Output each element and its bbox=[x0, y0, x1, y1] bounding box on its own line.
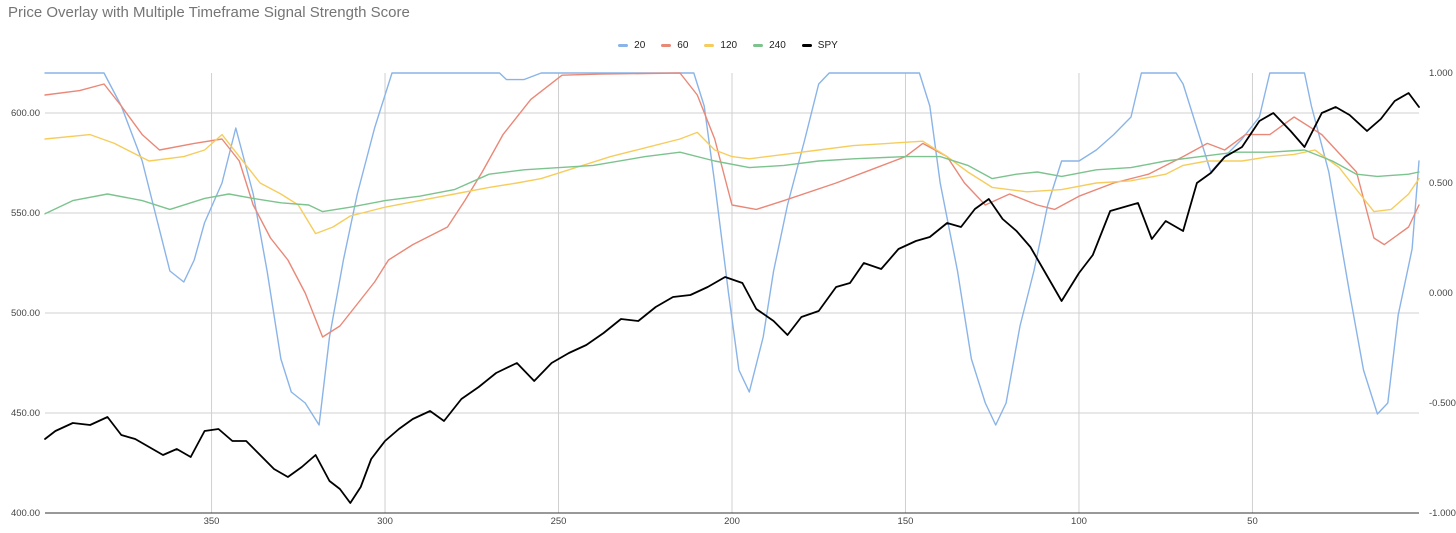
axes: 400.00 450.00 500.00 550.00 600.00 -1.000 -0.5… bbox=[11, 68, 1456, 527]
legend-swatch bbox=[661, 43, 672, 47]
y-left-tick-label: 550.00 bbox=[11, 208, 40, 219]
x-tick-label: 150 bbox=[898, 516, 914, 527]
legend-swatch bbox=[753, 43, 764, 47]
legend-item-spy[interactable]: SPY bbox=[801, 39, 838, 51]
y-left-tick-label: 450.00 bbox=[11, 408, 40, 419]
y-left-tick-label: 500.00 bbox=[11, 308, 40, 319]
legend-swatch bbox=[618, 43, 629, 47]
y-right-tick-label: 0.000 bbox=[1429, 288, 1453, 299]
x-tick-label: 200 bbox=[724, 516, 740, 527]
legend-label: 120 bbox=[720, 39, 738, 51]
series-line-20 bbox=[44, 72, 1420, 426]
y-left-tick-label: 400.00 bbox=[11, 508, 40, 519]
y-right-tick-label: 1.000 bbox=[1429, 68, 1453, 79]
legend-item-240[interactable]: 240 bbox=[753, 40, 786, 51]
x-tick-label: 300 bbox=[377, 516, 393, 527]
legend-label: SPY bbox=[817, 39, 838, 51]
series-line-spy bbox=[44, 92, 1420, 504]
x-tick-label: 250 bbox=[551, 516, 567, 527]
series-layer bbox=[44, 72, 1420, 504]
y-left-tick-label: 600.00 bbox=[11, 108, 40, 119]
x-tick-label: 350 bbox=[204, 516, 220, 527]
legend: 20 60 120 240 SPY bbox=[0, 38, 1456, 52]
legend-label: 60 bbox=[677, 39, 689, 51]
legend-item-20[interactable]: 20 bbox=[618, 40, 645, 51]
y-right-tick-label: -0.500 bbox=[1429, 398, 1456, 409]
legend-swatch bbox=[704, 43, 715, 47]
series-line-120 bbox=[44, 131, 1420, 235]
legend-label: 20 bbox=[634, 39, 646, 51]
legend-item-120[interactable]: 120 bbox=[704, 40, 737, 51]
x-tick-label: 50 bbox=[1247, 516, 1258, 527]
legend-swatch bbox=[801, 43, 812, 47]
series-line-60 bbox=[44, 72, 1420, 338]
y-right-tick-label: -1.000 bbox=[1429, 508, 1456, 519]
legend-label: 240 bbox=[769, 39, 786, 51]
legend-item-60[interactable]: 60 bbox=[661, 40, 688, 51]
y-right-tick-label: 0.500 bbox=[1429, 178, 1453, 189]
chart-title: Price Overlay with Multiple Timeframe Si… bbox=[8, 4, 410, 21]
x-tick-label: 100 bbox=[1071, 516, 1087, 527]
series-line-240 bbox=[44, 149, 1420, 215]
